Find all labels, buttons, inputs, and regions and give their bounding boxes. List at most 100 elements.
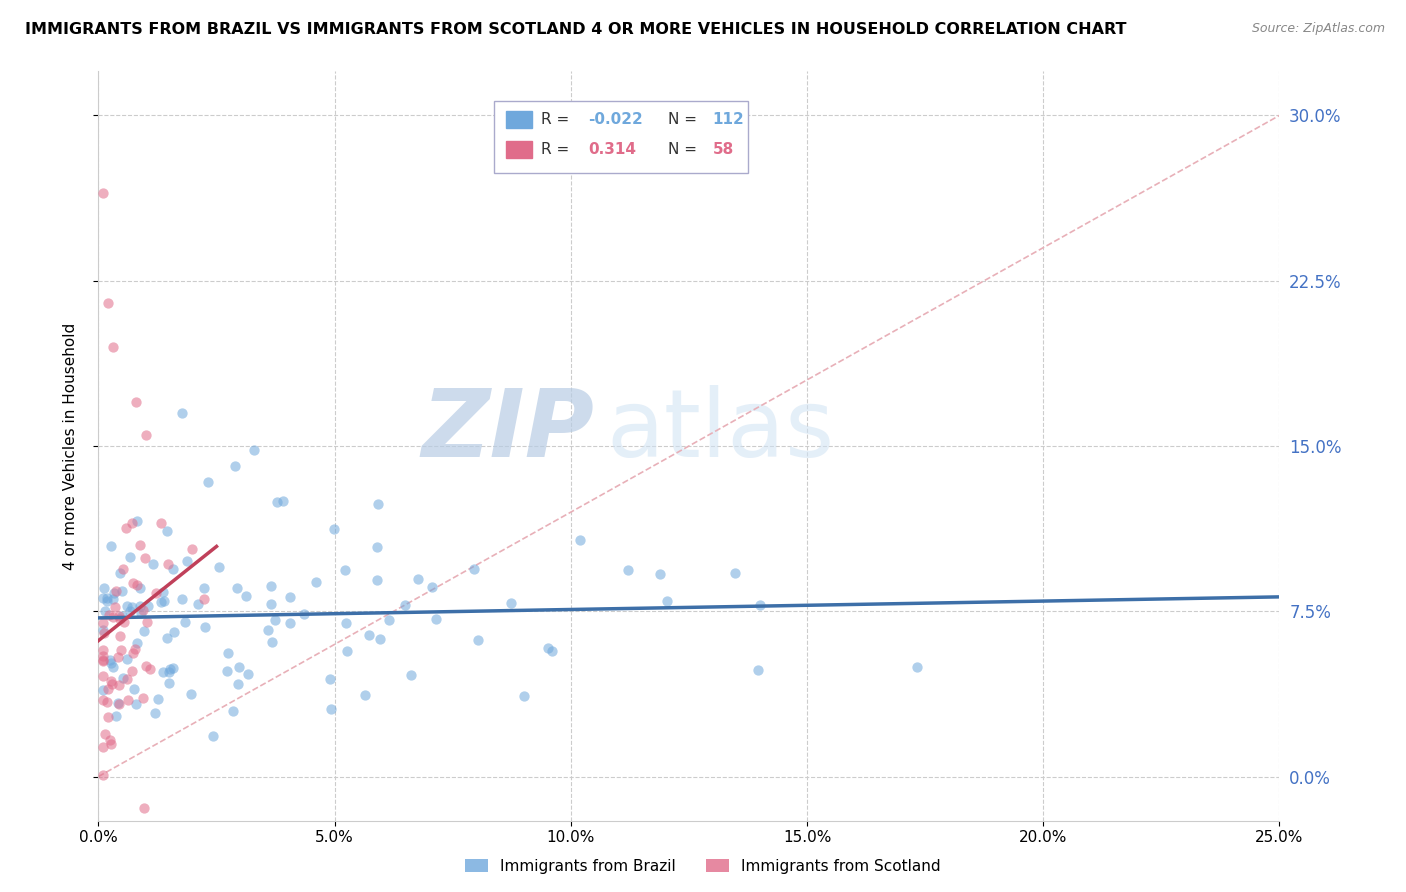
Point <box>378 614 401 628</box>
Point <box>103 609 125 624</box>
Point <box>105 584 128 599</box>
Point <box>323 522 346 536</box>
Point <box>335 616 357 631</box>
Text: Source: ZipAtlas.com: Source: ZipAtlas.com <box>1251 22 1385 36</box>
Point <box>162 562 184 576</box>
Point <box>152 665 174 679</box>
Text: IMMIGRANTS FROM BRAZIL VS IMMIGRANTS FROM SCOTLAND 4 OR MORE VEHICLES IN HOUSEHO: IMMIGRANTS FROM BRAZIL VS IMMIGRANTS FRO… <box>25 22 1126 37</box>
Point <box>148 691 170 706</box>
Point <box>138 662 160 676</box>
Point <box>266 494 288 508</box>
Point <box>156 557 179 571</box>
Point <box>104 709 127 723</box>
Point <box>100 657 122 671</box>
Point <box>108 608 131 623</box>
Point <box>125 514 148 528</box>
Bar <box>506 112 531 128</box>
Point <box>224 458 246 473</box>
Text: atlas: atlas <box>606 385 835 477</box>
Point <box>111 671 134 685</box>
Point <box>145 586 167 600</box>
Point <box>100 737 122 751</box>
Point <box>142 558 165 572</box>
Point <box>128 599 150 613</box>
Point <box>513 689 536 703</box>
Point <box>136 599 159 614</box>
Point <box>157 675 180 690</box>
Point <box>121 516 143 530</box>
Point <box>120 550 142 565</box>
Point <box>125 636 148 650</box>
Point <box>657 593 679 607</box>
Point <box>132 800 155 814</box>
Point <box>399 668 422 682</box>
Point <box>202 729 225 743</box>
Point <box>91 768 114 782</box>
Point <box>91 653 114 667</box>
Text: N =: N = <box>668 112 702 127</box>
Point <box>100 539 122 553</box>
Text: 58: 58 <box>713 142 734 157</box>
Point <box>121 600 143 615</box>
Text: ZIP: ZIP <box>422 385 595 477</box>
Point <box>217 646 239 660</box>
Point <box>724 566 747 580</box>
Point <box>97 682 120 697</box>
Text: R =: R = <box>541 142 575 157</box>
Point <box>366 540 388 554</box>
Point <box>97 295 120 310</box>
Text: 0.314: 0.314 <box>589 142 637 157</box>
Bar <box>506 141 531 158</box>
Point <box>91 591 114 606</box>
Point <box>176 554 198 568</box>
Point <box>180 687 202 701</box>
Point <box>98 653 121 667</box>
Point <box>110 629 132 643</box>
Point <box>120 604 142 618</box>
Point <box>749 599 772 613</box>
Point <box>100 674 122 689</box>
Point <box>91 683 114 698</box>
Point <box>91 643 114 657</box>
Point <box>101 660 124 674</box>
Point <box>259 597 281 611</box>
Point <box>180 542 202 557</box>
Point <box>499 596 522 610</box>
Point <box>193 581 215 595</box>
Point <box>91 186 114 200</box>
Point <box>278 590 301 604</box>
Point <box>101 591 124 606</box>
Point <box>104 599 127 614</box>
Point <box>101 340 124 354</box>
Point <box>394 598 416 612</box>
Point <box>122 681 145 696</box>
Point <box>156 632 179 646</box>
Point <box>262 635 284 649</box>
Point <box>136 615 159 629</box>
Point <box>107 649 129 664</box>
Point <box>129 607 152 621</box>
Y-axis label: 4 or more Vehicles in Household: 4 or more Vehicles in Household <box>63 322 77 570</box>
Point <box>367 497 389 511</box>
Point <box>110 643 132 657</box>
Point <box>243 442 266 457</box>
Point <box>134 550 156 565</box>
Point <box>149 595 172 609</box>
Legend: Immigrants from Brazil, Immigrants from Scotland: Immigrants from Brazil, Immigrants from … <box>458 853 948 880</box>
Point <box>420 580 443 594</box>
Point <box>226 677 249 691</box>
Point <box>107 696 129 710</box>
Point <box>125 578 148 592</box>
Point <box>125 698 148 712</box>
Point <box>333 563 356 577</box>
Point <box>121 664 143 678</box>
Point <box>541 644 564 658</box>
Point <box>94 726 117 740</box>
Point <box>115 672 138 686</box>
Point <box>336 644 359 658</box>
Point <box>226 582 249 596</box>
Point <box>91 624 114 638</box>
Point <box>108 612 131 626</box>
Point <box>112 615 135 630</box>
Point <box>187 597 209 611</box>
